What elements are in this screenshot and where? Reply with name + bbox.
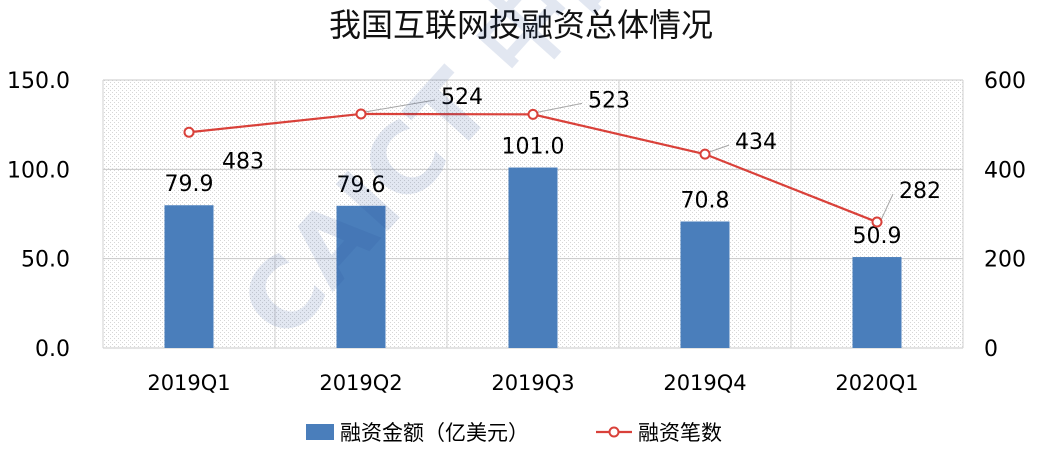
bar [164, 205, 214, 348]
x-tick-label: 2019Q2 [319, 371, 402, 395]
y-right-tick-label: 200 [984, 248, 1026, 273]
y-right-tick-label: 400 [984, 158, 1026, 183]
line-point [183, 126, 195, 138]
line-point [871, 216, 883, 228]
y-right-tick-label: 600 [984, 69, 1026, 94]
x-tick-label: 2019Q3 [491, 371, 574, 395]
x-tick-label: 2020Q1 [835, 371, 918, 395]
bar-value-label: 70.8 [681, 189, 730, 214]
label-leader-line [364, 99, 436, 113]
y-left-tick-label: 100.0 [7, 158, 70, 183]
legend-label-line: 融资笔数 [638, 421, 722, 445]
label-leader-line [880, 193, 894, 221]
bar-value-label: 79.6 [337, 173, 386, 198]
line-point [355, 108, 367, 120]
bar-value-label: 101.0 [502, 135, 565, 160]
plot-area: 0.0 50.0 100.0 150.0 0 200 400 600 2019Q1 2019Q2 2… [7, 69, 1026, 395]
x-tick-label: 2019Q1 [147, 371, 230, 395]
bar-value-label: 50.9 [853, 224, 902, 249]
bar [508, 167, 558, 348]
label-leader-line [536, 102, 583, 113]
y-left-tick-label: 50.0 [21, 248, 70, 273]
chart-title: 我国互联网投融资总体情况 [329, 6, 713, 44]
line-point [699, 148, 711, 160]
line-value-label: 282 [899, 179, 941, 204]
legend: 融资金额（亿美元） 融资笔数 [306, 421, 722, 445]
x-tick-label: 2019Q4 [663, 371, 746, 395]
line-value-label: 524 [441, 85, 483, 110]
bar [852, 257, 902, 348]
bar [680, 221, 730, 348]
legend-swatch-bar [306, 424, 334, 440]
bar [336, 205, 386, 348]
line-value-label: 483 [222, 149, 264, 174]
y-right-tick-label: 0 [984, 337, 998, 362]
bar-value-label: 79.9 [165, 172, 214, 197]
line-value-label: 523 [588, 88, 630, 113]
line-point [527, 108, 539, 120]
y-left-tick-label: 150.0 [7, 69, 70, 94]
legend-label-bar: 融资金额（亿美元） [340, 421, 529, 445]
label-leader-line [708, 144, 730, 153]
y-left-tick-label: 0.0 [35, 337, 70, 362]
legend-swatch-marker [608, 426, 620, 438]
line-value-label: 434 [735, 130, 777, 155]
